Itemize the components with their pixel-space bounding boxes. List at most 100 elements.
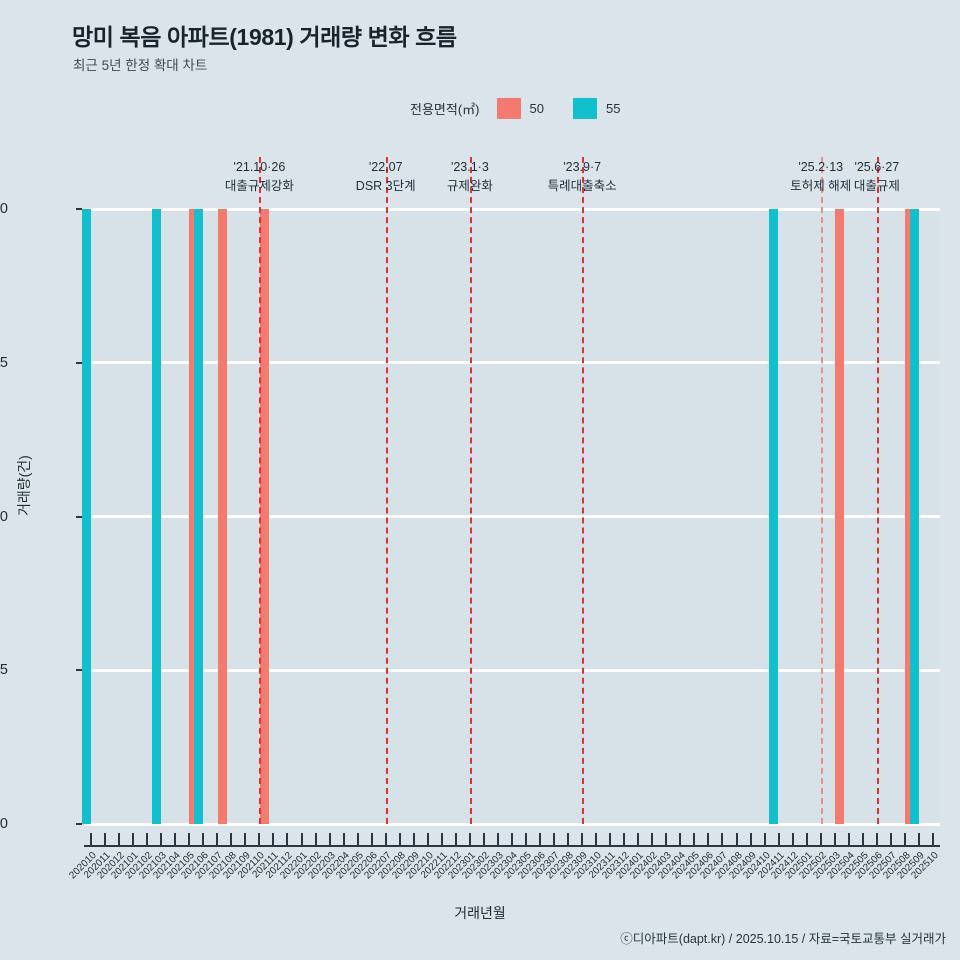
x-tick-mark <box>819 833 822 845</box>
x-tick-mark <box>917 833 920 845</box>
bar-55-202103 <box>151 209 161 824</box>
x-tick-mark <box>511 833 513 845</box>
y-tick-mark <box>76 208 82 210</box>
x-tick-mark <box>482 833 485 845</box>
y-tick-label: 0.75 <box>0 354 8 371</box>
annotation-text: 대출규제강화 <box>224 179 294 194</box>
x-tick-mark <box>805 833 808 845</box>
event-line-202301 <box>469 157 472 824</box>
x-tick-mark <box>539 833 542 845</box>
bar-50-202503 <box>834 209 844 824</box>
annotation-date: '25.6·27 <box>854 160 900 174</box>
x-tick-mark <box>300 833 303 845</box>
bar-55-202106 <box>194 209 204 824</box>
x-tick-mark <box>426 833 429 845</box>
x-tick-mark <box>398 833 401 845</box>
annotation-date: '23.1·3 <box>450 160 489 174</box>
annotation-202309: '23.9·7 특례대출축소 <box>548 158 617 197</box>
x-tick-mark <box>665 833 668 845</box>
chart-subtitle: 최근 5년 한정 확대 차트 <box>73 58 208 73</box>
y-tick-label: 0.25 <box>0 662 8 679</box>
x-tick-mark <box>468 833 471 845</box>
x-tick-mark <box>875 833 878 845</box>
gridline <box>84 361 940 365</box>
gridline <box>84 207 940 211</box>
x-tick-mark <box>749 833 752 845</box>
x-axis-line <box>84 845 940 847</box>
x-tick-mark <box>286 833 289 845</box>
legend-swatch-50 <box>496 97 521 119</box>
x-tick-mark <box>174 833 177 845</box>
event-line-202110 <box>259 157 262 824</box>
x-tick-mark <box>328 833 331 845</box>
event-line-202502 <box>820 157 823 824</box>
x-tick-mark <box>679 833 682 845</box>
x-tick-mark <box>777 833 780 845</box>
x-tick-mark <box>496 833 499 845</box>
annotation-date: '22.07 <box>368 160 403 174</box>
x-tick-mark <box>623 833 626 845</box>
x-tick-mark <box>833 833 836 845</box>
x-axis-label: 거래년월 <box>454 905 506 921</box>
bar-50-202107 <box>217 209 227 824</box>
x-tick-mark <box>160 833 163 845</box>
bar-50-202105 <box>189 209 199 824</box>
x-tick-mark <box>595 833 598 845</box>
x-tick-mark <box>721 833 724 845</box>
x-tick-mark <box>132 833 135 845</box>
x-tick-mark <box>244 833 247 845</box>
y-tick-label: 1.00 <box>0 201 8 217</box>
x-tick-mark <box>454 833 457 845</box>
legend-swatch-55 <box>572 97 597 119</box>
event-line-202309 <box>582 157 585 824</box>
annotation-text: 특례대출축소 <box>547 179 617 194</box>
annotation-text: DSR 3단계 <box>355 179 416 194</box>
x-tick-mark <box>370 833 373 845</box>
gridline <box>84 822 940 826</box>
x-tick-mark <box>216 833 219 845</box>
annotation-202506: '25.6·27 대출규제 <box>854 158 900 197</box>
x-tick-mark <box>412 833 415 845</box>
x-tick-mark <box>861 833 864 845</box>
gridline <box>84 668 940 672</box>
x-tick-mark <box>931 833 934 845</box>
x-tick-mark <box>90 833 93 845</box>
x-tick-mark <box>637 833 640 845</box>
bar-55-202411 <box>769 209 779 824</box>
x-tick-mark <box>889 833 892 845</box>
x-tick-mark <box>791 833 794 845</box>
bar-55-202509 <box>909 209 919 824</box>
x-tick-mark <box>188 833 191 845</box>
x-tick-mark <box>707 833 710 845</box>
gridline <box>84 515 940 518</box>
legend-label-55: 55 <box>605 100 621 116</box>
x-tick-mark <box>356 833 359 845</box>
y-tick-mark <box>76 669 82 672</box>
legend-label-50: 50 <box>529 100 544 116</box>
annotation-202207: '22.07 DSR 3단계 <box>356 158 416 197</box>
annotation-date: '23.9·7 <box>563 160 602 174</box>
annotation-202301: '23.1·3 규제완화 <box>447 158 493 197</box>
x-tick-mark <box>651 833 654 845</box>
x-tick-mark <box>384 833 387 845</box>
x-tick-mark <box>202 833 205 845</box>
x-tick-mark <box>903 833 906 845</box>
y-tick-label: 0.50 <box>0 508 8 525</box>
x-tick-mark <box>118 833 121 845</box>
annotation-date: '25.2·13 <box>798 160 844 174</box>
annotation-202502: '25.2·13 토허제 해제 <box>790 158 851 197</box>
y-tick-mark <box>76 823 82 825</box>
x-tick-mark <box>693 833 696 845</box>
x-tick-mark <box>553 833 556 845</box>
annotation-text: 토허제 해제 <box>790 179 852 194</box>
x-tick-mark <box>525 833 528 845</box>
event-line-202207 <box>385 157 388 824</box>
bar-50-202110 <box>259 209 269 824</box>
bar-55-202010 <box>81 209 91 824</box>
x-tick-mark <box>272 833 275 845</box>
plot-area <box>81 157 940 826</box>
annotation-text: 대출규제 <box>853 179 900 194</box>
x-tick-mark <box>735 833 738 845</box>
x-tick-mark <box>440 833 443 845</box>
